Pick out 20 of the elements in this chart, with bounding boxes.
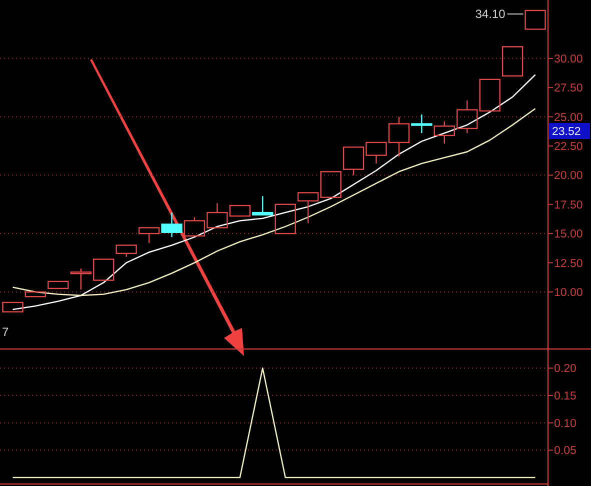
y-tick-label: 10.00 <box>554 286 583 299</box>
annotation: 34.10 <box>475 7 506 22</box>
candlestick <box>411 114 432 134</box>
y-tick-label: 17.50 <box>554 199 583 212</box>
y-tick-label: 25.00 <box>554 112 583 124</box>
y-tick-label: 15.00 <box>554 228 583 241</box>
y-tick-label: 0.05 <box>554 445 576 458</box>
y-tick-label: 0.15 <box>554 390 576 403</box>
y-tick-label: 20.00 <box>554 170 583 182</box>
y-tick-label: 12.50 <box>554 258 583 270</box>
candlestick <box>161 212 182 238</box>
line-series <box>12 108 536 296</box>
y-tick-label: 27.50 <box>554 82 583 95</box>
y-tick-label: 0.10 <box>554 418 576 430</box>
y-tick-label: 22.50 <box>554 141 583 153</box>
line-series <box>12 74 536 310</box>
text: 23.52 <box>552 126 581 138</box>
y-tick-label: 0.20 <box>554 363 576 376</box>
y-tick-label: 30.00 <box>554 53 583 66</box>
annotation: 7 <box>2 325 9 339</box>
